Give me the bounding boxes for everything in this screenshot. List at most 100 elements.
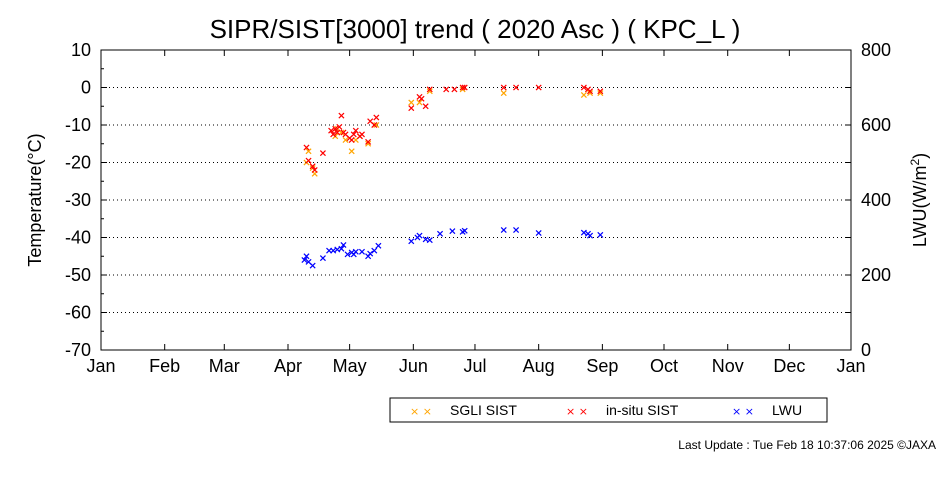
- data-point: [513, 84, 520, 91]
- data-point: [301, 256, 308, 264]
- left-tick-label: -10: [65, 115, 91, 135]
- left-tick-label: 10: [71, 40, 91, 60]
- data-point: [309, 262, 316, 269]
- data-point: [587, 90, 594, 97]
- legend-marker-lwu: × ×: [732, 405, 754, 418]
- right-tick-label: 200: [861, 265, 891, 285]
- data-point: [597, 90, 604, 97]
- data-point: [352, 127, 359, 134]
- legend-label-insitu: in-situ SIST: [606, 402, 679, 418]
- data-point: [319, 255, 326, 262]
- data-point: [332, 125, 339, 132]
- x-tick-label: Jul: [463, 356, 486, 376]
- x-tick-label: Feb: [149, 356, 180, 376]
- data-point: [500, 226, 507, 234]
- data-point: [408, 99, 415, 106]
- legend: × × SGLI SIST × × in-situ SIST × × LWU: [389, 397, 828, 423]
- data-points: [301, 84, 604, 269]
- x-axis-tick-labels: Jan Feb Mar Apr May Jun Jul Aug Sep Oct Nov Dec Jan: [86, 356, 865, 376]
- data-point: [328, 127, 335, 134]
- data-point: [348, 136, 355, 144]
- legend-marker-sgli: × ×: [410, 405, 432, 418]
- data-point: [426, 86, 433, 93]
- data-point: [426, 88, 433, 95]
- left-tick-label: -70: [65, 340, 91, 360]
- data-point: [422, 103, 429, 110]
- data-point: [344, 251, 351, 258]
- copyright-text: ©JAXA: [897, 438, 936, 452]
- legend-label-sgli: SGLI SIST: [450, 402, 517, 418]
- x-tick-label: May: [333, 356, 367, 376]
- axis-ticks: [100, 49, 852, 351]
- data-point: [459, 84, 466, 91]
- x-tick-label: Dec: [773, 356, 805, 376]
- data-point: [303, 253, 310, 260]
- x-tick-label: Nov: [712, 356, 744, 376]
- data-point: [330, 247, 337, 254]
- data-point: [338, 245, 345, 252]
- data-point: [587, 232, 594, 239]
- data-point: [451, 86, 458, 93]
- right-tick-label: 0: [861, 340, 871, 360]
- data-point: [580, 229, 587, 236]
- data-point: [373, 121, 380, 129]
- data-point: [416, 99, 423, 106]
- data-point: [348, 148, 355, 155]
- data-point: [418, 95, 425, 102]
- data-point: [305, 148, 312, 155]
- data-point: [338, 112, 345, 119]
- x-tick-label: Jan: [86, 356, 115, 376]
- data-point: [597, 231, 604, 238]
- x-tick-label: Sep: [586, 356, 618, 376]
- series-lwu: [301, 226, 604, 269]
- x-tick-label: Oct: [650, 356, 678, 376]
- left-tick-label: -60: [65, 303, 91, 323]
- data-point: [371, 247, 378, 254]
- legend-label-lwu: LWU: [772, 402, 802, 418]
- data-point: [342, 136, 349, 144]
- x-tick-label: Mar: [209, 356, 240, 376]
- x-tick-label: Aug: [523, 356, 555, 376]
- left-axis-tick-labels: 10 0 -10 -20 -30 -40 -50 -60 -70: [65, 40, 91, 360]
- data-point: [500, 90, 507, 97]
- data-point: [597, 88, 604, 95]
- data-point: [373, 114, 380, 121]
- left-tick-label: -20: [65, 153, 91, 173]
- right-tick-label: 800: [861, 40, 891, 60]
- data-point: [426, 237, 433, 244]
- left-tick-label: -30: [65, 190, 91, 210]
- x-tick-label: Apr: [274, 356, 302, 376]
- data-point: [365, 138, 372, 145]
- data-point: [371, 121, 378, 129]
- data-point: [408, 238, 415, 245]
- data-point: [443, 86, 450, 93]
- x-tick-label: Jan: [836, 356, 865, 376]
- data-point: [408, 105, 415, 112]
- data-point: [365, 140, 372, 147]
- footer: Last Update : Tue Feb 18 10:37:06 2025 ©…: [678, 438, 936, 452]
- data-point: [437, 230, 444, 237]
- data-point: [311, 166, 318, 174]
- left-tick-label: -40: [65, 228, 91, 248]
- left-tick-label: 0: [81, 78, 91, 98]
- data-point: [334, 129, 341, 136]
- right-tick-label: 400: [861, 190, 891, 210]
- data-point: [358, 131, 365, 138]
- legend-marker-insitu: × ×: [566, 405, 588, 418]
- data-point: [461, 227, 468, 234]
- last-update-text: Last Update : Tue Feb 18 10:37:06 2025: [678, 438, 894, 452]
- legend-box: [389, 397, 828, 423]
- data-point: [340, 241, 347, 249]
- data-point: [535, 229, 542, 237]
- data-point: [305, 157, 312, 164]
- data-point: [513, 226, 520, 234]
- data-point: [350, 131, 357, 138]
- data-point: [319, 150, 326, 157]
- data-point: [587, 88, 594, 95]
- data-point: [580, 84, 587, 91]
- x-tick-label: Jun: [399, 356, 428, 376]
- data-point: [303, 144, 310, 151]
- data-point: [336, 123, 343, 130]
- left-tick-label: -50: [65, 265, 91, 285]
